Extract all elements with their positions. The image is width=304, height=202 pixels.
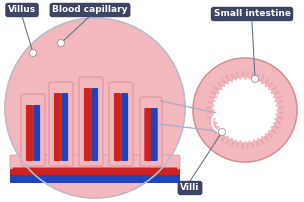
FancyBboxPatch shape — [144, 108, 151, 161]
FancyBboxPatch shape — [10, 163, 180, 175]
FancyBboxPatch shape — [91, 88, 98, 161]
FancyBboxPatch shape — [49, 82, 73, 166]
FancyBboxPatch shape — [84, 88, 91, 161]
FancyBboxPatch shape — [33, 105, 40, 161]
Circle shape — [213, 78, 277, 142]
Text: Villi: Villi — [180, 183, 200, 193]
FancyBboxPatch shape — [121, 93, 128, 161]
Circle shape — [207, 72, 283, 148]
Circle shape — [219, 128, 226, 136]
Circle shape — [57, 40, 64, 46]
FancyBboxPatch shape — [109, 82, 133, 166]
FancyBboxPatch shape — [10, 155, 180, 169]
Circle shape — [29, 49, 36, 57]
FancyBboxPatch shape — [61, 93, 68, 161]
FancyBboxPatch shape — [151, 108, 158, 161]
FancyBboxPatch shape — [10, 171, 180, 183]
Circle shape — [251, 75, 258, 82]
FancyBboxPatch shape — [21, 94, 45, 166]
Circle shape — [193, 58, 297, 162]
FancyBboxPatch shape — [12, 176, 178, 182]
FancyBboxPatch shape — [12, 167, 178, 175]
FancyBboxPatch shape — [79, 77, 103, 166]
Text: Villus: Villus — [8, 5, 36, 15]
FancyBboxPatch shape — [140, 97, 162, 166]
Text: Small intestine: Small intestine — [213, 9, 291, 19]
FancyBboxPatch shape — [54, 93, 61, 161]
FancyBboxPatch shape — [114, 93, 121, 161]
Text: Blood capillary: Blood capillary — [52, 5, 128, 15]
FancyBboxPatch shape — [26, 105, 33, 161]
Circle shape — [5, 18, 185, 198]
